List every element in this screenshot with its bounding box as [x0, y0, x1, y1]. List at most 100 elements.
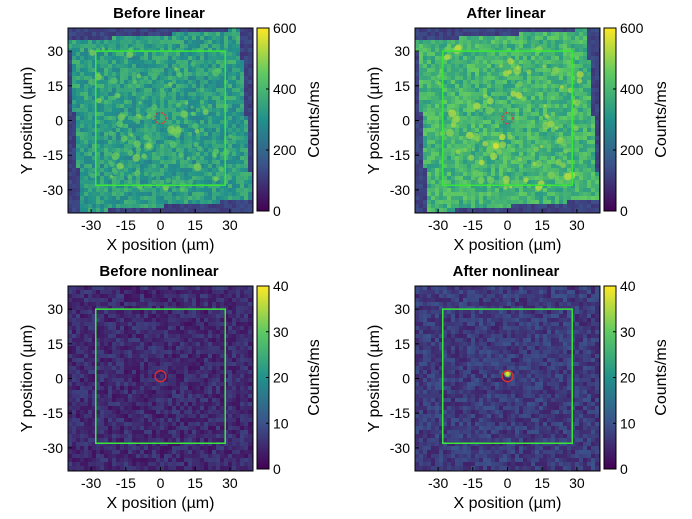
heatmap-cell: [527, 132, 531, 136]
heatmap-cell: [216, 32, 220, 36]
heatmap-cell: [208, 68, 212, 72]
heatmap-cell: [200, 76, 204, 80]
heatmap-cell: [124, 148, 128, 152]
heatmap-cell: [96, 48, 100, 52]
heatmap-cell: [471, 64, 475, 68]
heatmap-cell: [180, 104, 184, 108]
heatmap-cell: [124, 96, 128, 100]
heatmap-cell: [523, 120, 527, 124]
heatmap-cell: [160, 140, 164, 144]
heatmap-cell: [511, 40, 515, 44]
heatmap-cell: [240, 32, 244, 36]
heatmap-cell: [120, 168, 124, 172]
heatmap-cell: [184, 298, 188, 302]
heatmap-cell: [539, 192, 543, 196]
heatmap-cell: [116, 168, 120, 172]
heatmap-cell: [495, 36, 499, 40]
heatmap-cell: [96, 298, 100, 302]
heatmap-cell: [144, 76, 148, 80]
heatmap-cell: [240, 124, 244, 128]
heatmap-cell: [487, 88, 491, 92]
heatmap-cell: [495, 88, 499, 92]
heatmap-cell: [212, 144, 216, 148]
heatmap-cell: [84, 92, 88, 96]
heatmap-cell: [483, 136, 487, 140]
heatmap-cell: [415, 196, 419, 200]
heatmap-cell: [515, 128, 519, 132]
heatmap-cell: [591, 100, 595, 104]
heatmap-cell: [419, 64, 423, 68]
heatmap-cell: [124, 64, 128, 68]
heatmap-cell: [192, 80, 196, 84]
heatmap-cell: [208, 294, 212, 298]
heatmap-cell: [431, 132, 435, 136]
heatmap-cell: [527, 88, 531, 92]
heatmap-cell: [447, 44, 451, 48]
heatmap-cell: [527, 148, 531, 152]
speckle: [194, 128, 200, 134]
heatmap-cell: [483, 44, 487, 48]
heatmap-cell: [459, 136, 463, 140]
heatmap-cell: [164, 144, 168, 148]
heatmap-cell: [208, 56, 212, 60]
heatmap-cell: [467, 68, 471, 72]
heatmap-cell: [200, 136, 204, 140]
heatmap-cell: [232, 172, 236, 176]
heatmap-cell: [527, 124, 531, 128]
heatmap-cell: [475, 84, 479, 88]
heatmap-cell: [499, 96, 503, 100]
heatmap-cell: [112, 36, 116, 40]
heatmap-cell: [160, 188, 164, 192]
heatmap-cell: [236, 112, 240, 116]
heatmap-cell: [499, 28, 503, 32]
heatmap-cell: [68, 196, 72, 200]
heatmap-cell: [216, 36, 220, 40]
heatmap-cell: [104, 76, 108, 80]
heatmap-cell: [439, 92, 443, 96]
heatmap-cell: [519, 36, 523, 40]
heatmap-cell: [124, 132, 128, 136]
heatmap-cell: [587, 56, 591, 60]
heatmap-cell: [447, 136, 451, 140]
heatmap-cell: [228, 84, 232, 88]
heatmap-cell: [140, 128, 144, 132]
heatmap-cell: [136, 208, 140, 212]
heatmap-cell: [431, 92, 435, 96]
heatmap-cell: [595, 80, 599, 84]
heatmap-cell: [587, 116, 591, 120]
heatmap-cell: [100, 88, 104, 92]
heatmap-cell: [76, 112, 80, 116]
heatmap-cell: [152, 124, 156, 128]
heatmap-cell: [112, 298, 116, 302]
heatmap-cell: [439, 104, 443, 108]
heatmap-cell: [527, 144, 531, 148]
heatmap-cell: [172, 100, 176, 104]
heatmap-cell: [415, 72, 419, 76]
heatmap-cell: [244, 140, 248, 144]
speckle: [180, 110, 188, 118]
heatmap-cell: [92, 148, 96, 152]
heatmap-cell: [176, 306, 180, 310]
heatmap-cell: [415, 148, 419, 152]
heatmap-cell: [84, 204, 88, 208]
heatmap-cell: [196, 196, 200, 200]
speckle: [111, 152, 120, 161]
heatmap-cell: [136, 124, 140, 128]
heatmap-cell: [204, 152, 208, 156]
heatmap-cell: [196, 176, 200, 180]
heatmap-cell: [423, 156, 427, 160]
heatmap-cell: [583, 204, 587, 208]
heatmap-cell: [68, 184, 72, 188]
heatmap-cell: [200, 196, 204, 200]
heatmap-cell: [487, 132, 491, 136]
heatmap-cell: [515, 176, 519, 180]
heatmap-cell: [595, 100, 599, 104]
heatmap-cell: [499, 192, 503, 196]
heatmap-cell: [583, 60, 587, 64]
heatmap-cell: [555, 180, 559, 184]
heatmap-cell: [507, 104, 511, 108]
heatmap-cell: [427, 204, 431, 208]
heatmap-cell: [459, 200, 463, 204]
heatmap-cell: [551, 156, 555, 160]
heatmap-cell: [543, 40, 547, 44]
